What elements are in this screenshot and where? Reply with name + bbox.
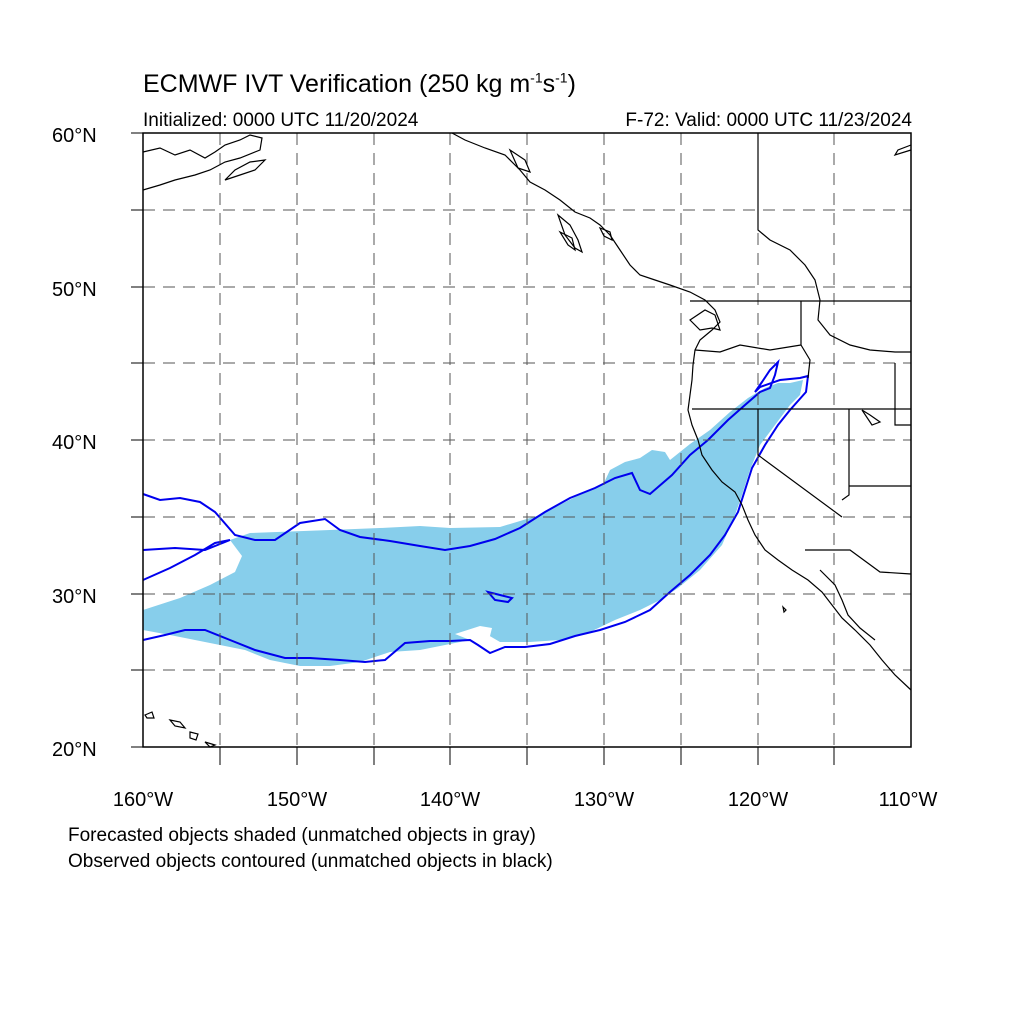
note-forecast: Forecasted objects shaded (unmatched obj…: [68, 825, 536, 846]
forecast-object-shaded: [143, 380, 803, 666]
title-close: ): [567, 70, 576, 99]
map-title: ECMWF IVT Verification (250 kg m-1s-1): [143, 70, 576, 99]
lat-label-60: 60°N: [52, 125, 97, 147]
title-exponent-2: -1: [555, 70, 568, 86]
lat-label-20: 20°N: [52, 739, 97, 761]
lat-label-50: 50°N: [52, 279, 97, 301]
title-exponent-1: -1: [530, 70, 543, 86]
lat-label-30: 30°N: [52, 586, 97, 608]
title-unit-s: s: [542, 70, 556, 99]
note-observed: Observed objects contoured (unmatched ob…: [68, 851, 553, 872]
observed-object-contour: [142, 358, 810, 664]
title-text: ECMWF IVT Verification (250 kg m: [143, 70, 531, 99]
lon-label-150: 150°W: [267, 789, 327, 811]
lon-label-160: 160°W: [113, 789, 173, 811]
lon-label-120: 120°W: [728, 789, 788, 811]
valid-time-label: F-72: Valid: 0000 UTC 11/23/2024: [625, 110, 912, 131]
lon-label-110: 110°W: [879, 789, 938, 811]
lat-label-40: 40°N: [52, 432, 97, 454]
initialized-label: Initialized: 0000 UTC 11/20/2024: [143, 110, 419, 131]
coastlines: [142, 132, 912, 748]
lon-label-140: 140°W: [420, 789, 480, 811]
lon-label-130: 130°W: [574, 789, 634, 811]
